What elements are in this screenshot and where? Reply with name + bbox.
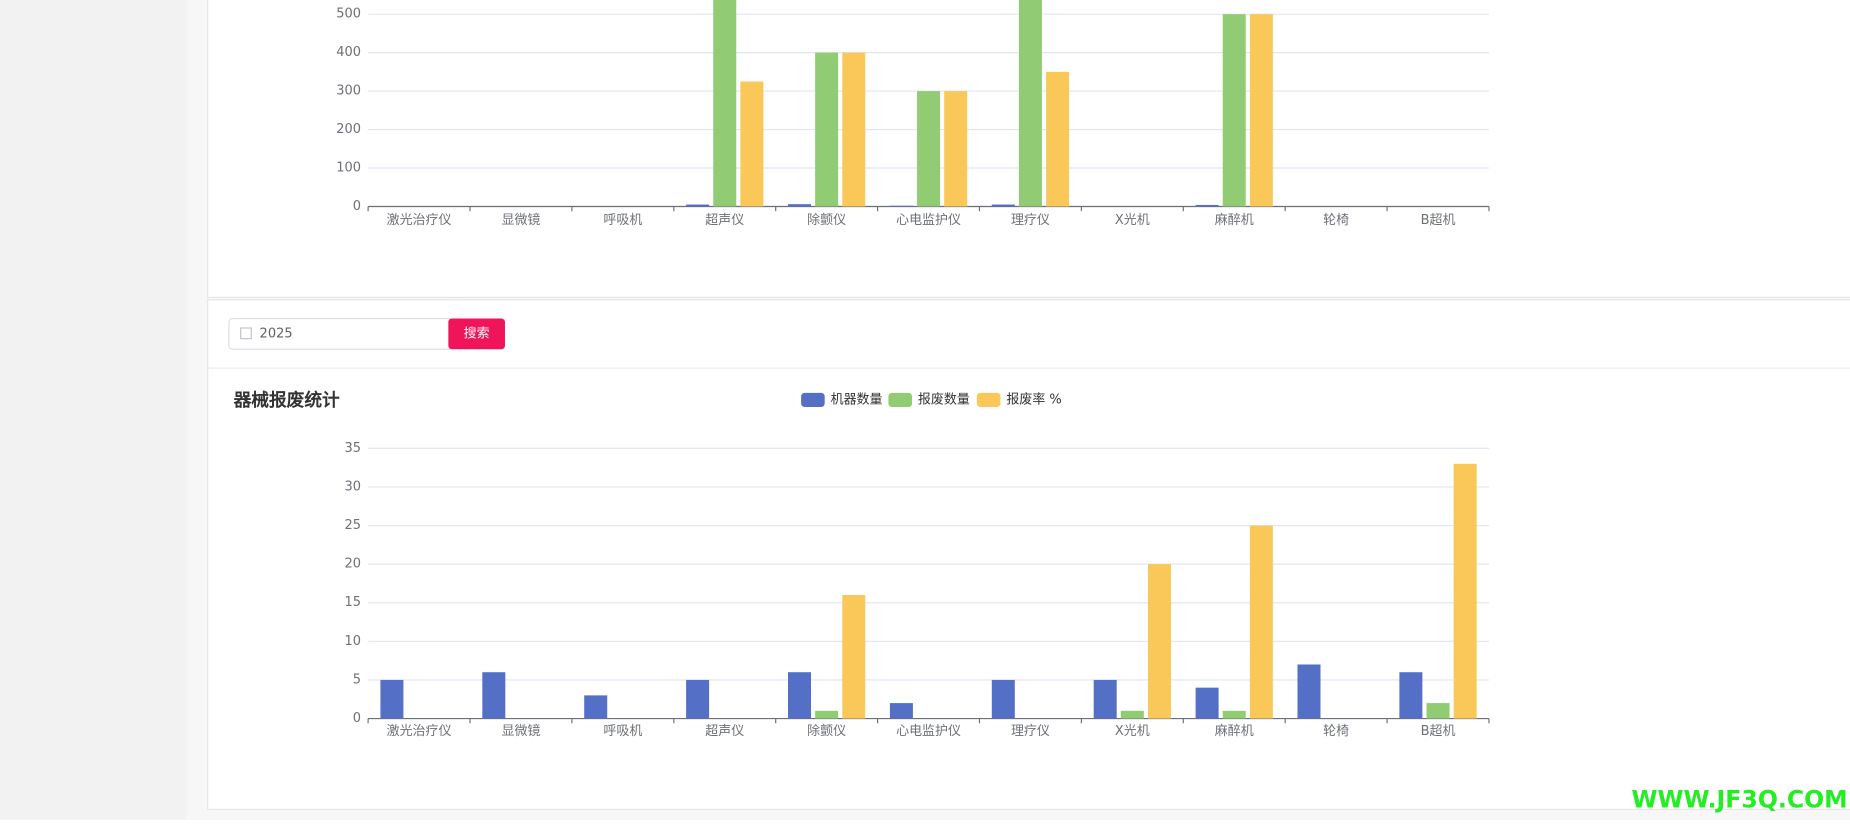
legend-label: 报废率 %: [1006, 391, 1061, 407]
x-tick-label: 超声仪: [705, 724, 744, 739]
bar: [788, 672, 812, 719]
sidebar: [0, 0, 187, 820]
x-tick-label: 激光治疗仪: [387, 724, 452, 739]
bar: [686, 679, 710, 719]
x-tick-label: 麻醉机: [1215, 212, 1254, 228]
bar: [842, 52, 866, 207]
bar: [991, 679, 1015, 719]
y-tick-label: 25: [345, 518, 362, 533]
legend-swatch: [888, 392, 913, 408]
bar: [1249, 14, 1273, 207]
legend-label: 机器数量: [831, 392, 883, 407]
y-tick-label: 10: [345, 634, 362, 649]
x-tick-label: 心电监护仪: [896, 724, 961, 739]
y-tick-label: 200: [336, 122, 361, 137]
x-tick-label: 轮椅: [1323, 724, 1349, 739]
x-tick-label: 除颤仪: [807, 724, 846, 739]
bar: [740, 81, 764, 207]
bar: [788, 204, 812, 207]
legend-swatch: [801, 392, 825, 408]
bar: [584, 695, 608, 719]
x-tick-label: 激光治疗仪: [387, 213, 452, 228]
bar: [944, 91, 968, 207]
bar: [842, 595, 866, 719]
date-value: 2025: [260, 326, 293, 341]
search-button-label: 搜索: [464, 326, 490, 341]
x-tick-label: 心电监护仪: [896, 213, 961, 228]
search-button[interactable]: [448, 318, 505, 350]
bar: [1018, 0, 1042, 207]
bar: [1195, 687, 1219, 719]
y-tick-label: 500: [336, 7, 361, 22]
bar: [917, 91, 941, 207]
bar: [380, 679, 404, 719]
x-tick-label: 呼吸机: [603, 724, 642, 739]
x-tick-label: 呼吸机: [603, 213, 642, 228]
x-tick-label: 麻醉机: [1215, 723, 1254, 739]
y-tick-label: 100: [336, 161, 361, 176]
legend-label: 报废数量: [918, 391, 970, 407]
y-tick-label: 5: [353, 672, 361, 687]
bar: [713, 0, 737, 207]
chart-title: 器械报废统计: [233, 389, 340, 411]
y-tick-label: 0: [353, 711, 361, 726]
bar: [1093, 679, 1117, 719]
x-tick-label: 显微镜: [501, 724, 540, 739]
x-tick-label: 理疗仪: [1011, 724, 1050, 739]
x-tick-label: X光机: [1115, 213, 1150, 228]
bar: [1120, 710, 1144, 719]
bar: [1399, 672, 1423, 719]
x-tick-label: 轮椅: [1323, 213, 1349, 228]
bar: [991, 204, 1015, 207]
bar: [1147, 564, 1171, 719]
bar: [1222, 710, 1246, 719]
bar: [1222, 14, 1246, 207]
bar: [1195, 204, 1219, 207]
x-tick-label: 除颤仪: [807, 213, 846, 228]
y-tick-label: 20: [345, 557, 362, 572]
bar: [815, 52, 839, 207]
bar: [889, 205, 913, 207]
watermark: WWW.JF3Q.COM: [1631, 786, 1847, 814]
bar: [1046, 71, 1070, 207]
x-tick-label: B超机: [1421, 724, 1456, 739]
calendar-icon: [240, 327, 252, 340]
bar: [889, 703, 913, 719]
x-tick-label: B超机: [1421, 213, 1456, 228]
y-tick-label: 15: [345, 595, 362, 610]
x-tick-label: X光机: [1115, 724, 1150, 739]
x-tick-label: 显微镜: [501, 213, 540, 228]
bar: [1249, 525, 1273, 719]
bar: [815, 710, 839, 719]
y-tick-label: 30: [345, 479, 362, 494]
x-tick-label: 理疗仪: [1011, 213, 1050, 228]
y-tick-label: 400: [336, 45, 361, 60]
y-tick-label: 35: [345, 441, 362, 456]
card: [207, 299, 1850, 810]
y-tick-label: 0: [353, 199, 361, 214]
bar: [1453, 463, 1477, 719]
bar: [1426, 703, 1450, 719]
bar: [482, 672, 506, 719]
legend-swatch: [976, 392, 1001, 408]
y-tick-label: 300: [336, 84, 361, 99]
bar: [686, 204, 710, 207]
bar: [1297, 664, 1321, 719]
x-tick-label: 超声仪: [705, 213, 744, 228]
